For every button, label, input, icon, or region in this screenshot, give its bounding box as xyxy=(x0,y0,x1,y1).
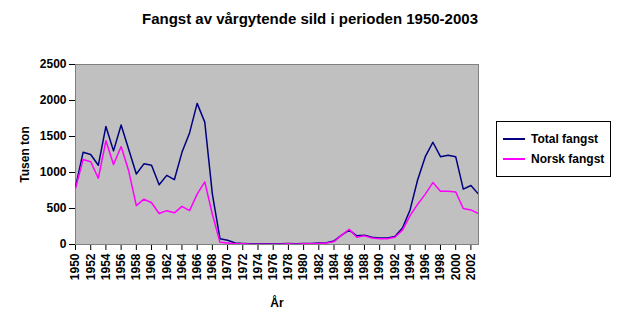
html-text:Norsk fangst: Norsk fangst xyxy=(531,152,605,166)
svg-text:2002: 2002 xyxy=(464,253,478,280)
svg-text:1958: 1958 xyxy=(129,253,143,280)
svg-text:1500: 1500 xyxy=(40,129,67,143)
svg-text:1974: 1974 xyxy=(251,253,265,280)
svg-text:1980: 1980 xyxy=(296,253,310,280)
svg-text:1978: 1978 xyxy=(281,253,295,280)
svg-text:1966: 1966 xyxy=(190,253,204,280)
svg-text:1986: 1986 xyxy=(342,253,356,280)
svg-text:1998: 1998 xyxy=(433,253,447,280)
svg-text:0: 0 xyxy=(60,237,67,251)
svg-text:1950: 1950 xyxy=(68,253,82,280)
svg-text:1982: 1982 xyxy=(312,253,326,280)
svg-text:1952: 1952 xyxy=(84,253,98,280)
svg-text:1962: 1962 xyxy=(160,253,174,280)
svg-text:1968: 1968 xyxy=(205,253,219,280)
svg-text:1956: 1956 xyxy=(114,253,128,280)
html-text:Fangst av vårgytende sild i pe: Fangst av vårgytende sild i perioden 195… xyxy=(142,10,478,27)
svg-text:2000: 2000 xyxy=(449,253,463,280)
svg-text:1990: 1990 xyxy=(372,253,386,280)
svg-text:Tusen ton: Tusen ton xyxy=(18,126,32,182)
svg-text:1976: 1976 xyxy=(266,253,280,280)
svg-text:1994: 1994 xyxy=(403,253,417,280)
svg-text:2500: 2500 xyxy=(40,57,67,71)
svg-text:År: År xyxy=(270,295,284,310)
svg-text:1992: 1992 xyxy=(388,253,402,280)
svg-text:1988: 1988 xyxy=(357,253,371,280)
svg-text:1984: 1984 xyxy=(327,253,341,280)
svg-text:1960: 1960 xyxy=(144,253,158,280)
svg-text:1996: 1996 xyxy=(418,253,432,280)
svg-text:500: 500 xyxy=(46,201,66,215)
html-text:Total fangst: Total fangst xyxy=(531,132,599,146)
svg-text:1000: 1000 xyxy=(40,165,67,179)
svg-text:1964: 1964 xyxy=(175,253,189,280)
svg-text:2000: 2000 xyxy=(40,93,67,107)
svg-text:1972: 1972 xyxy=(236,253,250,280)
svg-text:1970: 1970 xyxy=(220,253,234,280)
svg-text:1954: 1954 xyxy=(99,253,113,280)
